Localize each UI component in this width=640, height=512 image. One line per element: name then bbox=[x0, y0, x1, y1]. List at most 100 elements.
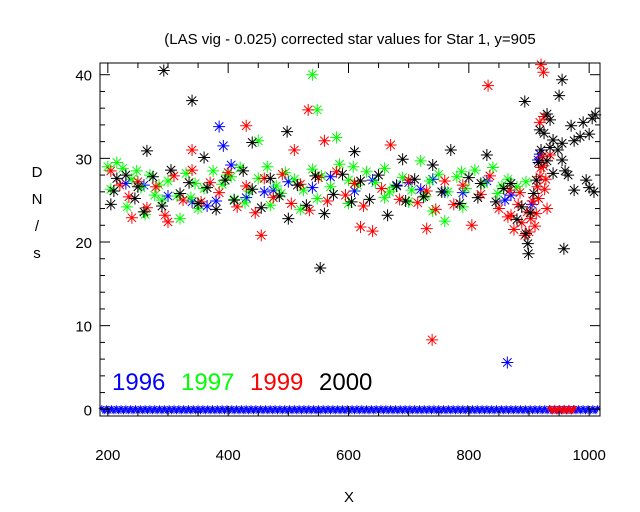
point-1996-zero bbox=[349, 405, 356, 412]
x-tick-label: 600 bbox=[336, 447, 361, 464]
point-1996-zero bbox=[524, 408, 531, 415]
point-2000 bbox=[551, 143, 564, 156]
point-1996-zero bbox=[411, 405, 418, 412]
y-tick-label: 10 bbox=[75, 319, 92, 336]
point-1997 bbox=[180, 167, 193, 180]
point-1996-zero bbox=[113, 405, 120, 412]
point-1997 bbox=[501, 173, 514, 186]
point-1999 bbox=[530, 207, 543, 220]
point-1999 bbox=[529, 220, 542, 233]
point-1996-zero bbox=[493, 405, 500, 412]
point-1999 bbox=[482, 79, 495, 92]
point-1997 bbox=[288, 173, 301, 186]
axis-ticks bbox=[100, 63, 600, 416]
point-2000 bbox=[128, 192, 141, 205]
point-2000 bbox=[453, 197, 466, 210]
point-1996-zero bbox=[132, 405, 139, 412]
point-1999 bbox=[429, 203, 442, 216]
y-tick-label: 20 bbox=[75, 235, 92, 252]
point-1999 bbox=[302, 103, 315, 116]
point-1999 bbox=[483, 169, 496, 182]
point-1999 bbox=[375, 182, 388, 195]
x-tick-label: 1000 bbox=[572, 447, 605, 464]
point-1999 bbox=[357, 200, 370, 213]
point-2000 bbox=[557, 242, 570, 255]
point-1999 bbox=[366, 225, 379, 238]
point-1996-zero bbox=[327, 408, 334, 415]
point-1999 bbox=[330, 165, 343, 178]
point-1999 bbox=[384, 138, 397, 151]
point-2000 bbox=[471, 191, 484, 204]
point-1999-zero bbox=[549, 408, 556, 415]
point-1996-zero bbox=[228, 405, 235, 412]
point-1996-zero bbox=[394, 408, 401, 415]
point-1997 bbox=[174, 212, 187, 225]
point-1996-zero bbox=[447, 408, 454, 415]
point-2000 bbox=[348, 145, 361, 158]
point-1999 bbox=[177, 194, 190, 207]
point-2000 bbox=[110, 172, 123, 185]
point-1999 bbox=[140, 201, 153, 214]
legend: 1996 1997 1999 2000 bbox=[112, 369, 372, 396]
point-1997 bbox=[143, 169, 156, 182]
point-1996-zero bbox=[202, 408, 209, 415]
point-1996-zero bbox=[195, 405, 202, 412]
point-1996-zero bbox=[168, 408, 175, 415]
point-1996-zero bbox=[491, 408, 498, 415]
point-1999 bbox=[523, 225, 536, 238]
point-2000 bbox=[174, 187, 187, 200]
point-1996-zero bbox=[146, 405, 153, 412]
point-1996-zero bbox=[106, 408, 113, 415]
point-2000 bbox=[559, 164, 572, 177]
point-2000 bbox=[489, 195, 502, 208]
point-1997 bbox=[311, 103, 324, 116]
point-1997 bbox=[510, 180, 523, 193]
point-1999 bbox=[544, 149, 557, 162]
point-2000 bbox=[264, 172, 277, 185]
point-1996-zero bbox=[438, 408, 445, 415]
point-1996-zero bbox=[404, 408, 411, 415]
point-1997 bbox=[243, 184, 256, 197]
point-2000 bbox=[183, 176, 196, 189]
point-1996-zero bbox=[260, 408, 267, 415]
point-1997 bbox=[347, 160, 360, 173]
point-1999-zero bbox=[559, 408, 566, 415]
point-1997 bbox=[148, 189, 161, 202]
point-1999 bbox=[393, 193, 406, 206]
point-2000 bbox=[107, 184, 120, 197]
point-1996-zero bbox=[130, 408, 137, 415]
point-1996-zero bbox=[539, 408, 546, 415]
point-2000 bbox=[131, 180, 144, 193]
point-1996-zero bbox=[361, 408, 368, 415]
point-2000 bbox=[372, 169, 385, 182]
point-1996-zero bbox=[317, 408, 324, 415]
point-2000 bbox=[146, 170, 159, 183]
point-1999 bbox=[113, 179, 126, 192]
point-1999 bbox=[168, 169, 181, 182]
point-1996-zero bbox=[377, 405, 384, 412]
point-1999 bbox=[195, 195, 208, 208]
point-2000 bbox=[544, 141, 557, 154]
point-1996-zero bbox=[356, 408, 363, 415]
point-1999-zero bbox=[561, 405, 568, 412]
point-1997 bbox=[134, 181, 147, 194]
point-1999 bbox=[524, 212, 537, 225]
point-1996 bbox=[526, 198, 539, 211]
point-2000 bbox=[497, 182, 510, 195]
point-1999-zero bbox=[568, 408, 575, 415]
x-tick-label: 400 bbox=[216, 447, 241, 464]
point-1996-zero bbox=[248, 405, 255, 412]
point-1996-zero bbox=[452, 408, 459, 415]
point-1996-zero bbox=[522, 405, 529, 412]
point-1997 bbox=[270, 179, 283, 192]
point-2000 bbox=[104, 198, 117, 211]
point-1996-zero bbox=[154, 408, 161, 415]
point-1997 bbox=[438, 215, 451, 228]
point-2000 bbox=[541, 154, 554, 167]
point-1996-zero bbox=[380, 408, 387, 415]
point-1999-zero bbox=[556, 405, 563, 412]
point-1996-zero bbox=[183, 408, 190, 415]
point-1999 bbox=[186, 143, 199, 156]
point-1996-zero bbox=[163, 408, 170, 415]
x-tick-labels: 200 400 600 800 1000 bbox=[95, 447, 606, 464]
